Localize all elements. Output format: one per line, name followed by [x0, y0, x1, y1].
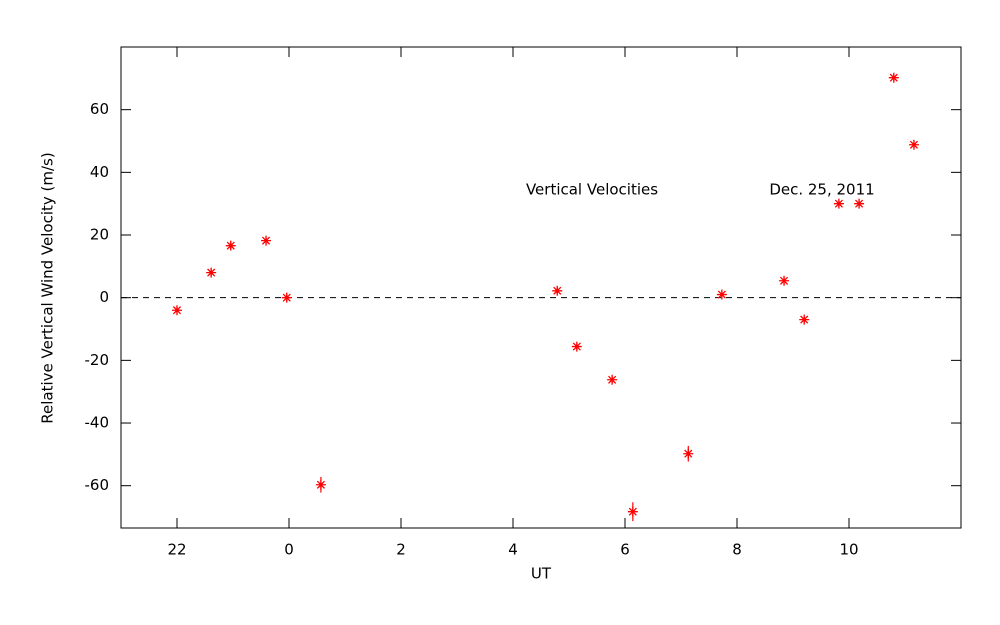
annotation: Vertical Velocities [526, 181, 658, 199]
y-tick-label: -20 [85, 351, 110, 369]
x-tick-label: 0 [284, 541, 294, 559]
x-tick-label: 10 [839, 541, 858, 559]
x-tick-label: 4 [508, 541, 518, 559]
y-tick-label: -40 [85, 414, 110, 432]
marker [552, 285, 563, 296]
marker [683, 448, 694, 459]
marker [571, 341, 582, 352]
x-tick-label: 6 [620, 541, 630, 559]
marker [607, 374, 618, 385]
y-tick-label: 40 [90, 163, 109, 181]
marker [225, 240, 236, 251]
marker [908, 139, 919, 150]
x-tick-label: 2 [396, 541, 406, 559]
marker [315, 479, 326, 490]
annotation: Dec. 25, 2011 [769, 181, 874, 199]
marker [716, 289, 727, 300]
y-tick-label: 0 [99, 288, 109, 306]
x-tick-label: 8 [732, 541, 742, 559]
x-axis-label: UT [531, 565, 552, 583]
y-axis-label: Relative Vertical Wind Velocity (m/s) [39, 152, 57, 423]
marker [779, 275, 790, 286]
marker [833, 198, 844, 209]
y-tick-label: 20 [90, 226, 109, 244]
y-tick-label: 60 [90, 100, 109, 118]
marker [206, 267, 217, 278]
marker [281, 292, 292, 303]
x-tick-label: 22 [167, 541, 186, 559]
marker [627, 506, 638, 517]
plot-frame [120, 46, 962, 529]
y-tick-label: -60 [85, 476, 110, 494]
marker [854, 198, 865, 209]
marker [799, 314, 810, 325]
marker [261, 235, 272, 246]
marker [172, 305, 182, 316]
marker [888, 72, 899, 83]
